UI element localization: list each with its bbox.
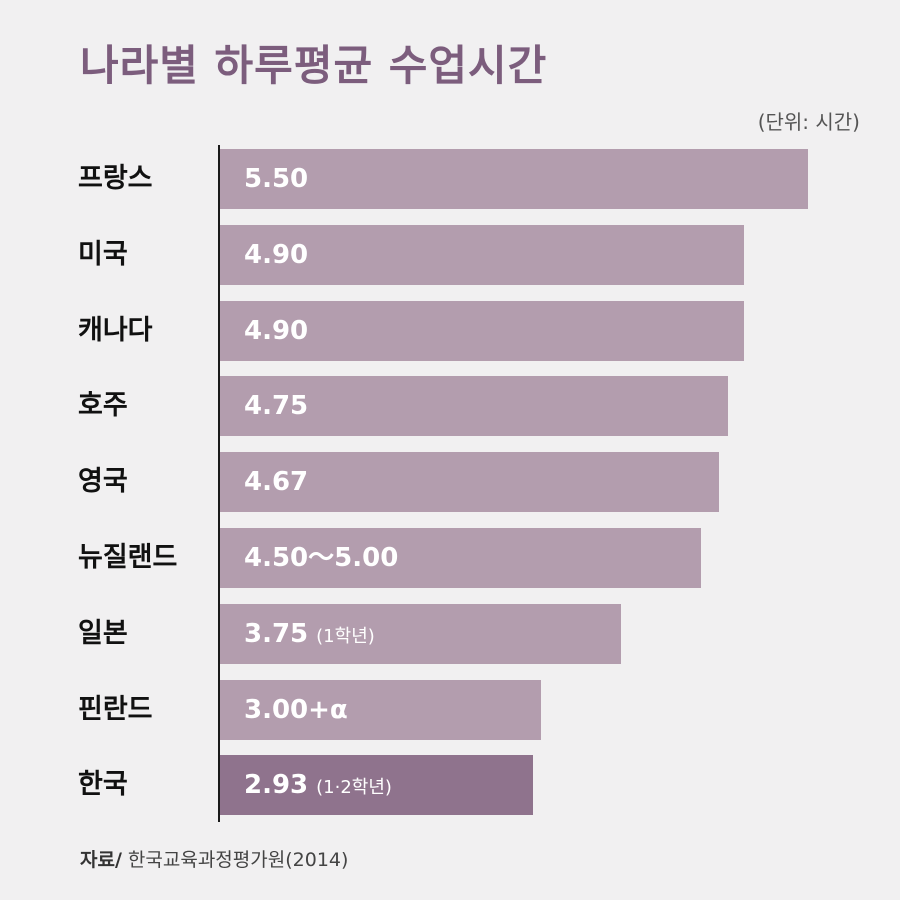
source-text: 한국교육과정평가원(2014) bbox=[127, 849, 349, 871]
category-label: 뉴질랜드 bbox=[78, 542, 178, 573]
category-label: 한국 bbox=[78, 769, 128, 800]
value-label: 5.50 bbox=[244, 149, 308, 209]
bar bbox=[220, 755, 533, 815]
source-note: 자료/한국교육과정평가원(2014) bbox=[80, 845, 348, 872]
value-text: 3.00+α bbox=[244, 695, 348, 725]
bar bbox=[220, 528, 701, 588]
category-label: 프랑스 bbox=[78, 163, 153, 194]
value-label: 4.67 bbox=[244, 452, 308, 512]
value-label: 3.75 (1학년) bbox=[244, 604, 375, 664]
bar bbox=[220, 301, 744, 361]
value-note: (1학년) bbox=[316, 626, 375, 647]
value-text: 4.50〜5.00 bbox=[244, 543, 399, 573]
category-label: 호주 bbox=[78, 390, 128, 421]
bar bbox=[220, 376, 728, 436]
bar bbox=[220, 680, 541, 740]
category-label: 캐나다 bbox=[78, 315, 153, 346]
category-label: 미국 bbox=[78, 239, 128, 270]
chart-title: 나라별 하루평균 수업시간 bbox=[80, 41, 548, 90]
value-note: (1·2학년) bbox=[316, 777, 392, 798]
unit-label: (단위: 시간) bbox=[757, 110, 860, 134]
source-label: 자료/ bbox=[80, 849, 122, 871]
value-text: 4.67 bbox=[244, 467, 309, 497]
value-label: 4.90 bbox=[244, 225, 308, 285]
value-text: 4.90 bbox=[244, 240, 309, 270]
bar bbox=[220, 225, 744, 285]
value-label: 3.00+α bbox=[244, 680, 348, 740]
bar bbox=[220, 604, 621, 664]
value-text: 4.90 bbox=[244, 316, 309, 346]
value-label: 4.75 bbox=[244, 376, 308, 436]
category-label: 핀란드 bbox=[78, 694, 153, 725]
value-text: 3.75 bbox=[244, 619, 309, 649]
value-label: 4.50〜5.00 bbox=[244, 528, 398, 588]
value-label: 4.90 bbox=[244, 301, 308, 361]
bar bbox=[220, 452, 719, 512]
value-text: 4.75 bbox=[244, 391, 309, 421]
category-label: 일본 bbox=[78, 618, 128, 649]
value-text: 5.50 bbox=[244, 164, 309, 194]
category-label: 영국 bbox=[78, 466, 128, 497]
value-label: 2.93 (1·2학년) bbox=[244, 755, 392, 815]
y-axis-line bbox=[218, 145, 220, 822]
bar bbox=[220, 149, 808, 209]
value-text: 2.93 bbox=[244, 770, 309, 800]
